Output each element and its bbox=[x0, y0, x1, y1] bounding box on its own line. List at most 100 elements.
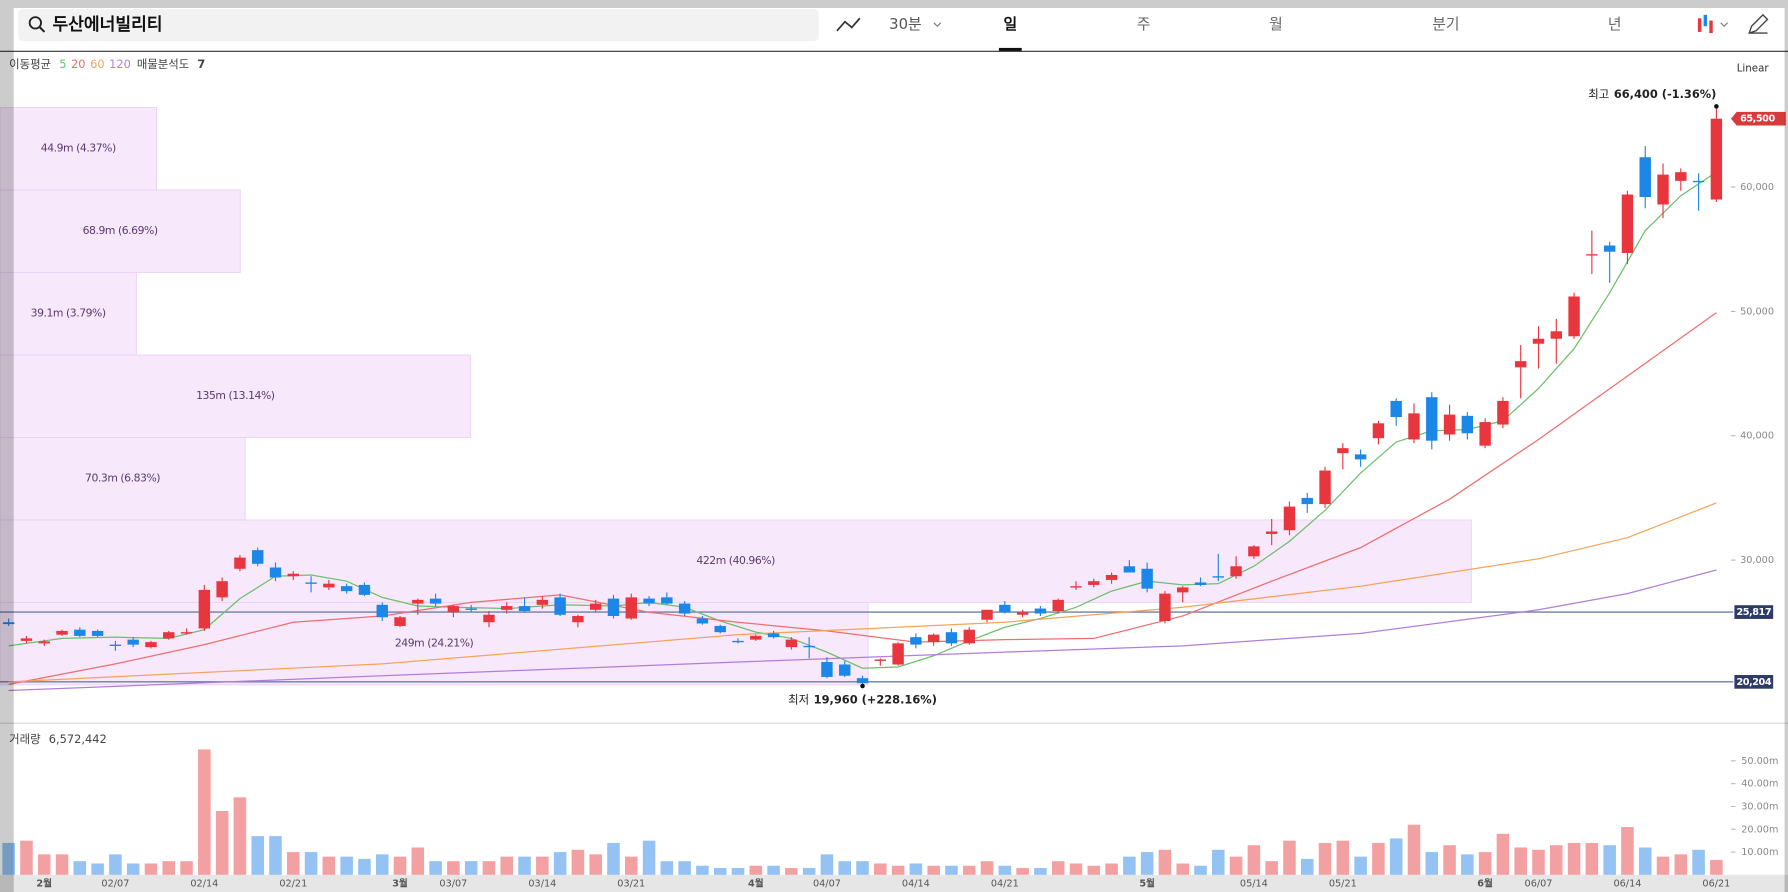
volume-bar bbox=[927, 865, 940, 875]
volume-bar bbox=[1550, 845, 1563, 875]
candle-body bbox=[1568, 296, 1580, 337]
tab[interactable]: 주 bbox=[1137, 16, 1151, 33]
candle-body bbox=[1372, 423, 1385, 439]
candle-body bbox=[589, 603, 602, 610]
ma-line bbox=[8, 569, 1717, 692]
candle-body bbox=[1337, 448, 1349, 454]
candle-body bbox=[305, 582, 317, 584]
tab[interactable]: 년 bbox=[1608, 16, 1622, 33]
draw-tool-icon[interactable] bbox=[1748, 13, 1769, 35]
candle-body bbox=[678, 603, 691, 614]
candle-body bbox=[2, 622, 15, 625]
x-axis-band bbox=[0, 874, 1788, 892]
candle-body bbox=[1052, 599, 1064, 612]
candle-body bbox=[91, 630, 104, 636]
profile-label: 135m (13.14%) bbox=[196, 389, 275, 402]
y-tick-label: 50,000 bbox=[1740, 306, 1774, 317]
candle-body bbox=[1301, 497, 1313, 505]
candle-body bbox=[1603, 245, 1616, 252]
volume-bar bbox=[340, 856, 353, 875]
tab[interactable]: 분기 bbox=[1432, 16, 1459, 33]
volume-bar bbox=[1585, 842, 1599, 875]
profile-bar bbox=[0, 354, 472, 438]
volume-bar bbox=[1300, 858, 1314, 875]
candle-body bbox=[340, 586, 353, 592]
candle-body bbox=[234, 557, 246, 569]
high-marker bbox=[1714, 104, 1719, 109]
candle-body bbox=[910, 637, 922, 645]
volume-bar bbox=[696, 865, 709, 875]
search-box[interactable] bbox=[18, 9, 819, 42]
volume-bar bbox=[73, 861, 87, 875]
chart-type-icon[interactable] bbox=[1697, 18, 1702, 32]
candle-body bbox=[803, 645, 815, 648]
tab[interactable]: 월 bbox=[1269, 16, 1283, 33]
volume-bar bbox=[2, 842, 15, 875]
candle-body bbox=[661, 597, 673, 604]
dropdown-arrow bbox=[1720, 22, 1728, 28]
candle-body bbox=[1657, 174, 1669, 205]
volume-bar bbox=[1532, 849, 1545, 875]
interval-select[interactable]: 30분 bbox=[889, 16, 921, 33]
volume-bar bbox=[785, 868, 798, 875]
volume-pane: 10.00m 20.00m 30.00m 40.00m 50.00m bbox=[2, 749, 1778, 875]
volume-bar bbox=[1692, 849, 1705, 875]
volume-tick-label: 20.00m bbox=[1741, 824, 1778, 835]
volume-bar bbox=[429, 861, 442, 875]
chart-type-icon[interactable] bbox=[1709, 20, 1713, 34]
indicator-icon[interactable] bbox=[836, 17, 861, 32]
tab[interactable]: 일 bbox=[1003, 16, 1017, 33]
price-tag-label: 20,204 bbox=[1736, 677, 1771, 688]
legend: 이동평균 5 20 60 120 매물분석도 7 거래량 6,572,442 Line… bbox=[9, 56, 1769, 745]
ma-legend: 이동평균 5 20 60 120 bbox=[9, 56, 131, 70]
volume-bar bbox=[767, 865, 780, 875]
chart-type-icon[interactable] bbox=[1703, 14, 1708, 27]
volume-bar bbox=[287, 852, 300, 875]
volume-bar bbox=[1443, 845, 1456, 875]
profile-count: 7 bbox=[197, 56, 205, 70]
candle-body bbox=[412, 599, 424, 604]
search-text: 두산에너빌리티 bbox=[52, 15, 162, 35]
ma-name: 120 bbox=[109, 56, 131, 70]
x-tick-label: 06/21 bbox=[1702, 878, 1730, 889]
volume-bar bbox=[500, 856, 514, 875]
candle-body bbox=[1675, 172, 1687, 181]
volume-bar bbox=[180, 861, 193, 875]
profile-title: 매물분석도 bbox=[137, 56, 189, 70]
candle-body bbox=[981, 609, 993, 620]
candle-body bbox=[216, 581, 228, 598]
scale-mode[interactable]: Linear bbox=[1737, 62, 1770, 74]
y-tick-label: 40,000 bbox=[1740, 431, 1774, 442]
volume-tick-label: 50.00m bbox=[1741, 756, 1778, 767]
price-tag-label: 25,817 bbox=[1736, 607, 1771, 618]
candle-body bbox=[145, 642, 157, 648]
volume-bar bbox=[1247, 845, 1261, 875]
candle-body bbox=[1586, 254, 1598, 256]
volume-bar bbox=[713, 868, 727, 875]
volume-bar bbox=[1389, 838, 1403, 875]
candle-body bbox=[1248, 546, 1260, 557]
candle-body bbox=[1194, 582, 1207, 585]
volume-bar bbox=[304, 852, 318, 875]
candle-body bbox=[945, 632, 958, 644]
candle-body bbox=[1461, 415, 1474, 434]
candle-body bbox=[1034, 608, 1047, 614]
volume-bar bbox=[660, 861, 674, 875]
volume-bar bbox=[678, 861, 691, 875]
volume-bar bbox=[1158, 849, 1172, 875]
candle-body bbox=[252, 550, 264, 564]
candle-body bbox=[1105, 574, 1118, 580]
candle-body bbox=[856, 678, 869, 684]
volume-bar bbox=[536, 856, 549, 875]
volume-bar bbox=[144, 863, 158, 875]
volume-bar bbox=[215, 811, 229, 875]
volume-bar bbox=[1638, 847, 1652, 875]
candle-body bbox=[1283, 506, 1296, 531]
volume-bar bbox=[856, 861, 869, 875]
low-note: 최저 bbox=[788, 692, 809, 706]
x-tick-label: 03/07 bbox=[439, 878, 467, 889]
volume-bar bbox=[1372, 842, 1385, 875]
volume-bar bbox=[589, 854, 602, 875]
candle-body bbox=[1319, 470, 1331, 505]
